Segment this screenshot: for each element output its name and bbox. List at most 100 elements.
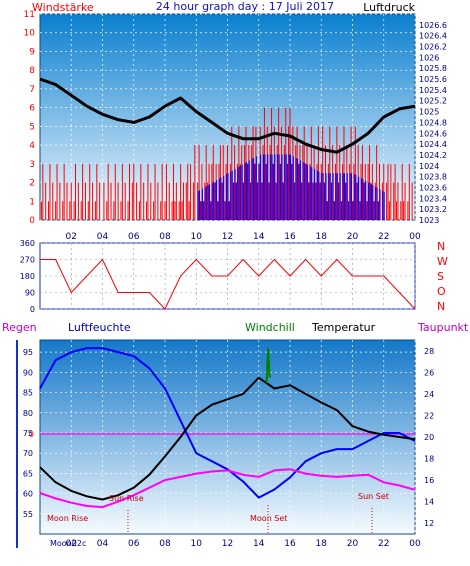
chart3-left-tick-label: 70 [23, 449, 33, 458]
moon-rise-label: Moon Rise [47, 514, 88, 523]
windchill-label: Windchill [245, 321, 295, 334]
chart1-right-tick-label: 1025.2 [419, 97, 447, 106]
chart1-right-tick-label: 1023 [419, 216, 439, 225]
chart1-right-tick-label: 1026.4 [419, 32, 447, 41]
chart1-x-tick-label: 20 [347, 232, 359, 242]
chart3-x-tick-label: 22 [378, 539, 389, 549]
temperatur-label: Temperatur [311, 321, 376, 334]
chart1-right-tick-label: 1024 [419, 162, 439, 171]
moon-phase-label: Moon02c [50, 539, 86, 548]
chart3-x-tick-label: 12 [222, 539, 233, 549]
rain-zero-label: 0 [29, 430, 34, 439]
chart1-right-tick-label: 1025.4 [419, 86, 447, 95]
chart3-x-tick-label: 08 [159, 539, 171, 549]
chart1-right-tick-label: 1023.8 [419, 173, 447, 182]
chart3-right-tick-label: 14 [424, 498, 434, 507]
chart3-x-tick-label: 16 [284, 539, 296, 549]
chart3-right-tick-label: 12 [424, 519, 434, 528]
chart3-x-tick-label: 18 [316, 539, 328, 549]
chart3-left-tick-label: 85 [23, 389, 33, 398]
pressure-line [39, 77, 416, 154]
temperatur-line [39, 376, 416, 501]
chart1-right-tick-label: 1024.6 [419, 129, 447, 138]
chart2-left-tick-label: 0 [30, 305, 35, 314]
sun-set-label: Sun Set [358, 492, 389, 501]
chart1-x-tick-label: 04 [97, 232, 109, 242]
chart1-right-tick-label: 1025.6 [419, 75, 447, 84]
chart3-left-tick-label: 95 [23, 348, 33, 357]
chart3-right-tick-label: 28 [424, 347, 434, 356]
chart1-right-tick-label: 1024.8 [419, 118, 447, 127]
chart1-x-tick-label: 14 [253, 232, 265, 242]
chart2-left-tick-label: 360 [20, 239, 35, 248]
chart3-right-tick-label: 24 [424, 390, 434, 399]
chart1-left-tick-label: 9 [29, 47, 35, 57]
chart3-left-ticks: 55 60 65 70 75 80 85 90 95 [23, 348, 33, 519]
pressure-series [39, 77, 416, 154]
regen-label: Regen [2, 321, 37, 334]
chart1-x-tick-label: 02 [66, 232, 77, 242]
chart1-left-tick-label: 7 [29, 85, 35, 95]
chart1-left-tick-label: 4 [29, 141, 35, 151]
chart1-right-tick-label: 1024.4 [419, 140, 447, 149]
chart3-x-tick-label: 00 [409, 539, 421, 549]
chart1-right-tick-label: 1023.2 [419, 205, 447, 214]
chart2-left-tick-label: 270 [20, 256, 35, 265]
chart3-x-tick-label: 10 [191, 539, 203, 549]
luftfeuchte-label: Luftfeuchte [68, 321, 131, 334]
chart3-left-tick-label: 75 [23, 429, 33, 438]
chart1-right-tick-label: 1024.2 [419, 151, 447, 160]
chart1-x-tick-label: 16 [284, 232, 296, 242]
chart2-left-ticks: 0 90 180 270 360 [20, 239, 35, 314]
chart3-right-tick-label: 26 [424, 368, 434, 377]
luftfeuchte-line [39, 347, 416, 499]
chart1-x-tick-label: 08 [159, 232, 171, 242]
chart1-left-tick-label: 2 [29, 179, 35, 189]
chart3-x-tick-label: 06 [128, 539, 140, 549]
chart1-left-tick-label: 6 [29, 104, 35, 114]
chart3-x-tick-label: 14 [253, 539, 265, 549]
chart1-right-tick-label: 1025.8 [419, 64, 447, 73]
chart1-x-tick-label: 00 [409, 232, 421, 242]
chart2-left-tick-label: 90 [25, 289, 35, 298]
chart1-left-tick-label: 5 [29, 122, 35, 132]
chart1-left-tick-label: 11 [24, 10, 35, 20]
chart3-left-tick-label: 55 [23, 510, 33, 519]
chart3-left-tick-label: 90 [23, 368, 33, 377]
chart1-left-tick-label: 1 [29, 197, 35, 207]
direction-letter: W [437, 255, 448, 268]
chart3-right-tick-label: 16 [424, 476, 434, 485]
chart1-right-tick-label: 1026.2 [419, 43, 447, 52]
chart1-right-tick-label: 1025 [419, 108, 439, 117]
taupunkt-label: Taupunkt [417, 321, 469, 334]
wind-strength-bars [40, 107, 413, 220]
chart3-left-tick-label: 80 [23, 409, 33, 418]
direction-letter: N [437, 240, 445, 253]
chart3-x-tick-label: 02 [66, 539, 77, 549]
wind-direction-line [40, 258, 416, 310]
chart1-x-ticks: 02 04 06 08 10 12 14 16 18 20 22 00 [66, 232, 421, 242]
chart3-right-tick-label: 22 [424, 411, 434, 420]
chart1-left-tick-label: 8 [29, 66, 35, 76]
chart1-right-tick-label: 1026 [419, 53, 439, 62]
chart3-left-tick-label: 65 [23, 469, 33, 478]
chart3-series [39, 347, 416, 509]
chart-title: 24 hour graph day : 17 Juli 2017 [156, 0, 334, 13]
chart1-x-tick-label: 10 [191, 232, 203, 242]
chart1-left-ticks: 0 1 2 3 4 5 6 7 8 9 10 11 [24, 10, 36, 226]
chart3-left-tick-label: 60 [23, 490, 33, 499]
chart3-x-ticks: 02 04 06 08 10 12 14 16 18 20 22 00 [66, 539, 421, 549]
wind-direction-series [40, 258, 416, 310]
chart1-right-tick-label: 1023.4 [419, 194, 447, 203]
moon-set-label: Moon Set [250, 514, 287, 523]
windchill-line [265, 347, 271, 384]
chart1-x-tick-label: 06 [128, 232, 140, 242]
direction-letter: O [437, 285, 446, 298]
chart1-left-tick-label: 3 [29, 160, 35, 170]
chart2-grid [40, 242, 416, 310]
chart1-left-tick-label: 0 [29, 216, 35, 226]
